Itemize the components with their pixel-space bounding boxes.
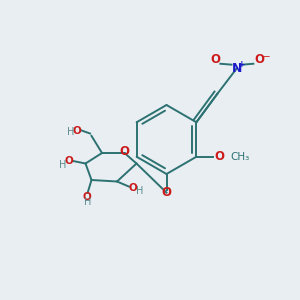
Text: O: O: [254, 53, 264, 66]
Text: −: −: [262, 52, 270, 62]
Text: +: +: [238, 60, 246, 69]
Text: O: O: [161, 186, 172, 199]
Text: O: O: [210, 53, 220, 66]
Text: O: O: [119, 145, 130, 158]
Text: O: O: [73, 125, 82, 136]
Text: H: H: [59, 160, 67, 170]
Text: O: O: [128, 183, 137, 193]
Text: CH₃: CH₃: [230, 152, 250, 162]
Text: O: O: [82, 191, 91, 202]
Text: N: N: [232, 62, 242, 75]
Text: O: O: [214, 150, 224, 163]
Text: H: H: [136, 186, 143, 196]
Text: O: O: [64, 156, 74, 166]
Text: H: H: [68, 127, 75, 137]
Text: H: H: [84, 197, 91, 207]
